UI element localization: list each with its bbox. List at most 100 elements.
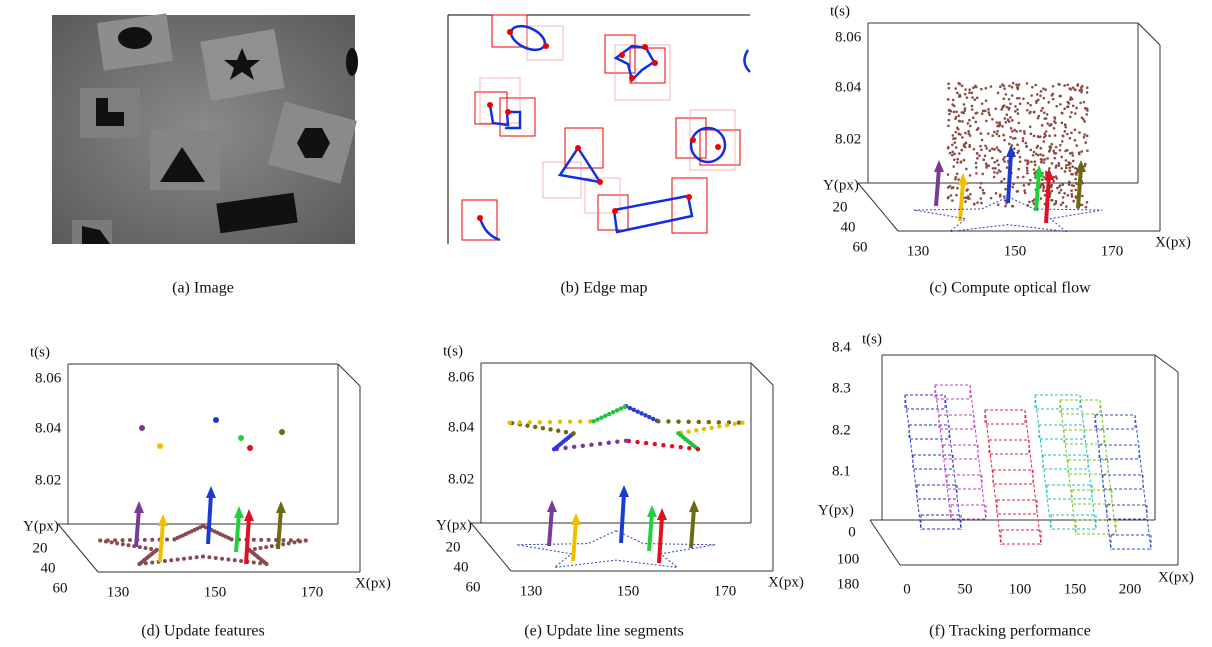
- track-line: [1135, 415, 1151, 550]
- flow-point: [1005, 121, 1008, 124]
- y-axis-label: Y(px): [23, 518, 59, 534]
- t-tick-label: 8.2: [832, 422, 851, 438]
- flow-point: [972, 116, 975, 119]
- segment-point: [581, 444, 585, 448]
- flow-point: [958, 152, 961, 155]
- flow-point: [1060, 189, 1063, 192]
- flow-point: [948, 87, 951, 90]
- flow-point: [968, 132, 971, 135]
- flow-point: [953, 158, 956, 161]
- flow-point: [1016, 97, 1019, 100]
- flow-point: [956, 161, 959, 164]
- track-line: [985, 410, 1001, 545]
- flow-point: [980, 132, 983, 135]
- flow-point: [948, 119, 951, 122]
- flow-point: [968, 197, 971, 200]
- y-axis-label: Y(px): [818, 502, 854, 518]
- flow-point: [994, 107, 997, 110]
- flow-point: [998, 169, 1001, 172]
- flow-point: [1008, 143, 1011, 146]
- flow-point: [1047, 101, 1050, 104]
- t-tick-label: 8.06: [448, 369, 475, 385]
- flow-point: [961, 136, 964, 139]
- star-point: [201, 524, 205, 528]
- flow-point: [1017, 150, 1020, 153]
- flow-point: [1022, 140, 1025, 143]
- y-tick-label: 180: [837, 576, 860, 592]
- t-axis-label: t(s): [443, 343, 463, 359]
- flow-point: [1042, 140, 1045, 143]
- flow-point: [987, 132, 990, 135]
- flow-point: [1067, 163, 1070, 166]
- flow-point: [953, 105, 956, 108]
- flow-point: [1069, 169, 1072, 172]
- t-tick-label: 8.04: [835, 79, 862, 95]
- flow-point: [1004, 205, 1007, 208]
- flow-point: [1034, 160, 1037, 163]
- flow-point: [1013, 147, 1016, 150]
- flow-point: [1069, 166, 1072, 169]
- flow-point: [949, 152, 952, 155]
- y-tick-label: 60: [53, 580, 68, 596]
- flow-point: [1055, 152, 1058, 155]
- flow-point: [947, 147, 950, 150]
- flow-point: [993, 176, 996, 179]
- flow-point: [968, 91, 971, 94]
- flow-point: [996, 146, 999, 149]
- flow-point: [976, 96, 979, 99]
- flow-point: [1016, 190, 1019, 193]
- star-point: [201, 554, 205, 558]
- flow-point: [1052, 180, 1055, 183]
- flow-point: [956, 158, 959, 161]
- star-point: [220, 557, 224, 561]
- flow-point: [971, 105, 974, 108]
- track-box: [917, 485, 957, 499]
- flow-point: [947, 98, 950, 101]
- flow-point: [992, 167, 995, 170]
- flow-point: [993, 131, 996, 134]
- flow-point: [1050, 199, 1053, 202]
- star-point: [195, 555, 199, 559]
- flow-point: [1022, 176, 1025, 179]
- flow-point: [955, 110, 958, 113]
- y-tick-label: 20: [446, 539, 461, 555]
- flow-point: [1060, 167, 1063, 170]
- flow-point: [949, 185, 952, 188]
- x-tick-label: 200: [1119, 581, 1142, 597]
- flow-point: [1040, 197, 1043, 200]
- flow-point: [969, 125, 972, 128]
- star-point: [258, 561, 262, 565]
- flow-point: [1022, 137, 1025, 140]
- flow-point: [1060, 203, 1063, 206]
- flow-point: [1033, 134, 1036, 137]
- flow-point: [1014, 105, 1017, 108]
- flow-point: [965, 168, 968, 171]
- flow-point: [982, 110, 985, 113]
- flow-point: [996, 130, 999, 133]
- flow-point: [1072, 86, 1075, 89]
- flow-point: [1027, 102, 1030, 105]
- star-point: [165, 537, 169, 541]
- flow-arrow: [621, 493, 624, 543]
- track-box: [943, 445, 978, 459]
- flow-point: [1051, 162, 1054, 165]
- flow-point: [1058, 191, 1061, 194]
- flow-point: [968, 119, 971, 122]
- track-box: [921, 515, 961, 529]
- t-axis-label: t(s): [30, 344, 50, 360]
- flow-point: [1008, 98, 1011, 101]
- flow-point: [971, 96, 974, 99]
- star-outline: [517, 531, 716, 568]
- flow-arrow: [1036, 173, 1039, 211]
- segment-point: [687, 446, 691, 450]
- t-tick-label: 8.02: [448, 471, 474, 487]
- arrow-head: [234, 506, 244, 518]
- flow-point: [1044, 158, 1047, 161]
- frame-line: [1138, 23, 1160, 45]
- star-point: [207, 555, 211, 559]
- flow-point: [1019, 130, 1022, 133]
- flow-point: [956, 92, 959, 95]
- flow-point: [997, 92, 1000, 95]
- track-box: [1001, 530, 1041, 544]
- segment-point: [733, 422, 737, 426]
